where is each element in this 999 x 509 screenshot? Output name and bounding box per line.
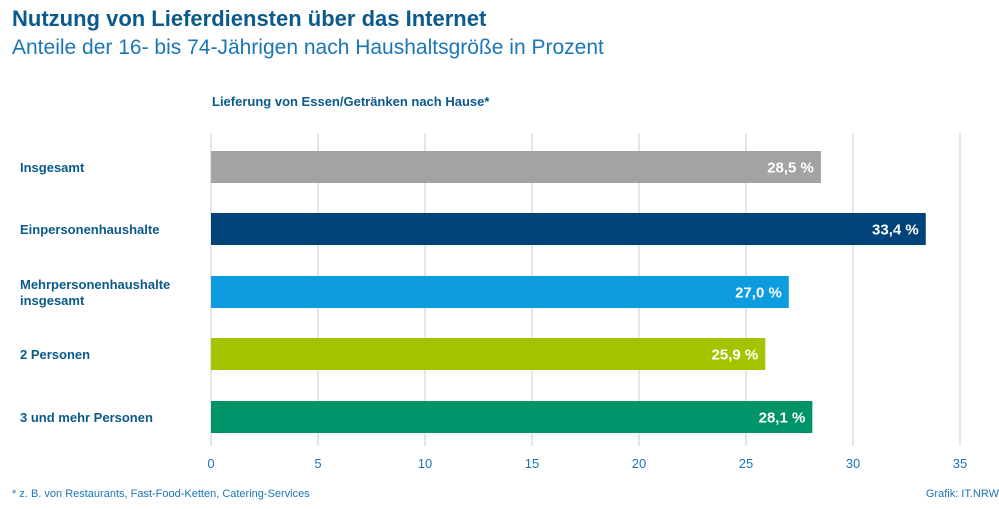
bar <box>211 276 789 308</box>
chart-title: Nutzung von Lieferdiensten über das Inte… <box>12 6 487 31</box>
category-label: 2 Personen <box>20 347 90 362</box>
bar-value-label: 28,1 % <box>759 410 806 427</box>
bar-value-label: 25,9 % <box>712 347 759 364</box>
x-tick-label: 35 <box>953 456 967 471</box>
x-tick-label: 25 <box>739 456 753 471</box>
x-tick-label: 15 <box>525 456 539 471</box>
category-labels: Insgesamt Einpersonenhaushalte Mehrpersone… <box>20 160 170 425</box>
footnote: * z. B. von Restaurants, Fast-Food-Kette… <box>12 488 310 500</box>
category-label: Insgesamt <box>20 160 85 175</box>
x-axis-ticks: 0 5 10 15 20 25 30 35 <box>207 456 967 471</box>
chart-subtitle: Anteile der 16- bis 74-Jährigen nach Hau… <box>12 36 604 59</box>
chart-series-title: Lieferung von Essen/Getränken nach Hause… <box>212 94 490 109</box>
bar <box>211 338 766 370</box>
x-tick-label: 0 <box>207 456 214 471</box>
bar <box>211 401 813 433</box>
bar-value-label: 28,5 % <box>767 160 814 177</box>
bar <box>211 213 926 245</box>
source-credit: Grafik: IT.NRW <box>925 488 999 500</box>
x-tick-label: 30 <box>846 456 860 471</box>
category-label: Mehrpersonenhaushalte insgesamt <box>20 277 170 308</box>
bar-value-label: 33,4 % <box>872 222 919 239</box>
category-label: 3 und mehr Personen <box>20 410 153 425</box>
category-label: Einpersonenhaushalte <box>20 222 159 237</box>
x-tick-label: 5 <box>314 456 321 471</box>
x-tick-label: 20 <box>632 456 646 471</box>
bars: 28,5 % 33,4 % 27,0 % 25,9 % 28,1 % <box>211 151 926 433</box>
bar-value-label: 27,0 % <box>735 285 782 302</box>
x-tick-label: 10 <box>418 456 432 471</box>
bar <box>211 151 821 183</box>
